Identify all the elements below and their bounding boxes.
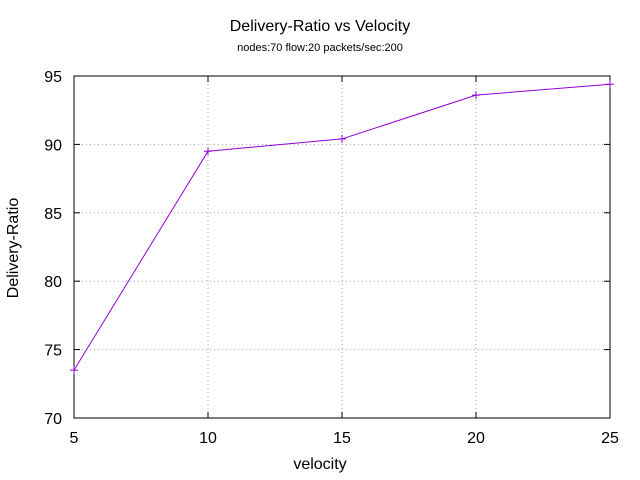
y-tick-label: 90: [44, 137, 62, 154]
axis-ticks: 5 10 15 20 25 70 75 80 85 90 95: [44, 69, 619, 447]
x-tick-label: 15: [333, 430, 351, 447]
chart-subtitle: nodes:70 flow:20 packets/sec:200: [237, 42, 403, 54]
y-tick-label: 75: [44, 343, 62, 360]
data-point: [472, 91, 480, 100]
data-point: [338, 134, 346, 143]
x-tick-label: 25: [601, 430, 619, 447]
chart-title: Delivery-Ratio vs Velocity: [229, 18, 411, 35]
y-axis-label: Delivery-Ratio: [5, 197, 22, 299]
gridlines: [74, 76, 610, 418]
plot-area-border: [73, 75, 611, 419]
x-tick-label: 5: [70, 430, 79, 447]
x-tick-label: 10: [199, 430, 217, 447]
x-tick-label: 20: [467, 430, 485, 447]
y-tick-label: 95: [44, 69, 62, 86]
data-point: [70, 366, 78, 375]
data-point: [204, 147, 212, 156]
y-tick-label: 85: [44, 206, 62, 223]
x-axis-label: velocity: [293, 456, 347, 473]
series-line: [73, 83, 611, 371]
data-series: [70, 80, 614, 375]
y-tick-label: 70: [44, 411, 62, 428]
data-point: [606, 80, 614, 89]
y-tick-label: 80: [44, 274, 62, 291]
